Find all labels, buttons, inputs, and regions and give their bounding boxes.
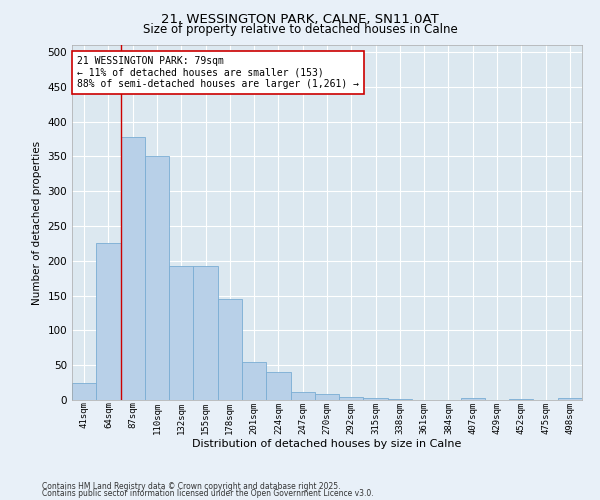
Bar xyxy=(290,392,315,400)
Bar xyxy=(266,372,290,400)
Bar xyxy=(364,398,388,400)
Bar xyxy=(121,137,145,400)
Bar xyxy=(193,266,218,400)
Bar xyxy=(339,396,364,400)
Text: Contains HM Land Registry data © Crown copyright and database right 2025.: Contains HM Land Registry data © Crown c… xyxy=(42,482,341,491)
Text: Contains public sector information licensed under the Open Government Licence v3: Contains public sector information licen… xyxy=(42,489,374,498)
Bar xyxy=(218,299,242,400)
Text: Size of property relative to detached houses in Calne: Size of property relative to detached ho… xyxy=(143,22,457,36)
Y-axis label: Number of detached properties: Number of detached properties xyxy=(32,140,42,304)
Bar xyxy=(96,244,121,400)
Bar xyxy=(558,398,582,400)
Bar xyxy=(145,156,169,400)
Bar xyxy=(461,398,485,400)
X-axis label: Distribution of detached houses by size in Calne: Distribution of detached houses by size … xyxy=(193,439,461,449)
Bar xyxy=(169,266,193,400)
Bar xyxy=(315,394,339,400)
Text: 21 WESSINGTON PARK: 79sqm
← 11% of detached houses are smaller (153)
88% of semi: 21 WESSINGTON PARK: 79sqm ← 11% of detac… xyxy=(77,56,359,89)
Bar xyxy=(72,382,96,400)
Text: 21, WESSINGTON PARK, CALNE, SN11 0AT: 21, WESSINGTON PARK, CALNE, SN11 0AT xyxy=(161,12,439,26)
Bar xyxy=(242,362,266,400)
